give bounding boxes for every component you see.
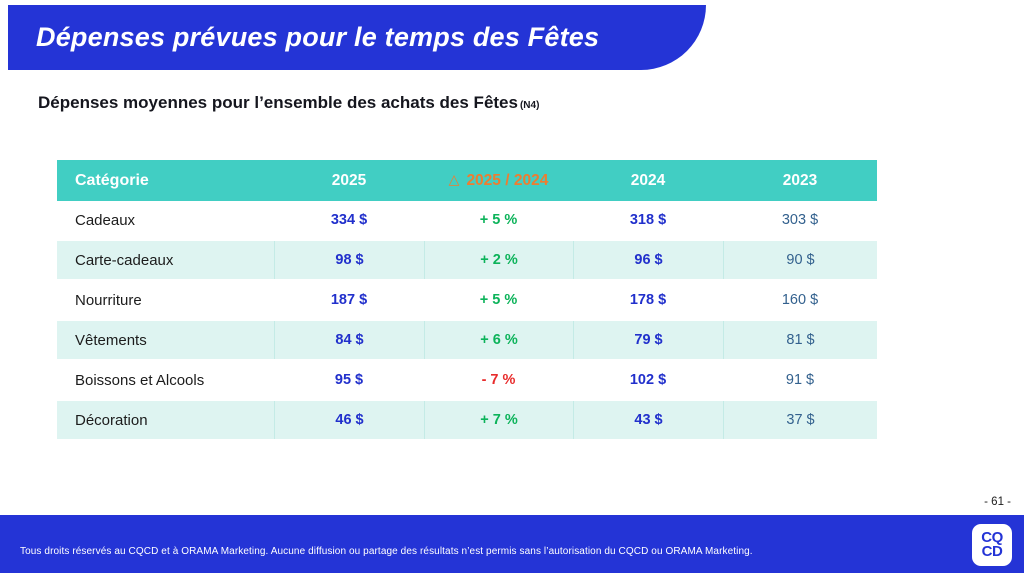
- category-cell: Cadeaux: [75, 211, 136, 229]
- header-cell-2025: 2025: [331, 171, 367, 189]
- value-2024-cell: 96 $: [573, 241, 723, 279]
- value-2024-cell: 318 $: [629, 212, 667, 228]
- delta-cell: + 5 %: [479, 212, 518, 228]
- delta-cell: + 5 %: [479, 292, 518, 308]
- table-row: Cadeaux 334 $ + 5 % 318 $ 303 $: [57, 201, 877, 241]
- value-2023-cell: 37 $: [723, 401, 877, 439]
- table-row: Vêtements 84 $ + 6 % 79 $81 $: [57, 321, 877, 361]
- value-2024-cell: 102 $: [629, 372, 667, 388]
- value-2025-cell: 98 $: [274, 241, 424, 279]
- category-cell: Nourriture: [75, 291, 142, 309]
- logo-line-1: CQ: [981, 529, 1003, 547]
- header-cell-delta: △ 2025 / 2024: [424, 160, 573, 201]
- slide-subtitle: Dépenses moyennes pour l’ensemble des ac…: [38, 93, 539, 113]
- table-body: Cadeaux 334 $ + 5 % 318 $ 303 $ Carte-cadeaux…: [57, 201, 877, 441]
- category-cell: Décoration: [75, 411, 148, 429]
- header-cell-2024: 2024: [630, 171, 666, 189]
- table-row: Décoration 46 $ + 7 % 43 $37 $: [57, 401, 877, 441]
- value-2024-cell: 79 $: [573, 321, 723, 359]
- value-2025-cell: 84 $: [274, 321, 424, 359]
- header-cell-2023: 2023: [782, 171, 818, 189]
- table-row: Nourriture 187 $ + 5 % 178 $ 160 $: [57, 281, 877, 321]
- table-row: Boissons et Alcools 95 $ - 7 % 102 $ 91 $: [57, 361, 877, 401]
- triangle-up-icon: △: [448, 171, 460, 187]
- category-cell: Boissons et Alcools: [75, 371, 205, 389]
- page-number: - 61 -: [984, 496, 1011, 508]
- slide-title: Dépenses prévues pour le temps des Fêtes: [36, 22, 600, 52]
- category-cell: Carte-cadeaux: [75, 251, 174, 269]
- value-2025-cell: 46 $: [274, 401, 424, 439]
- header-cell-category: Catégorie: [75, 171, 149, 189]
- copyright-text: Tous droits réservés au CQCD et à ORAMA …: [20, 546, 753, 557]
- value-2023-cell: 160 $: [781, 292, 819, 308]
- value-2025-cell: 187 $: [330, 292, 368, 308]
- value-2024-cell: 178 $: [629, 292, 667, 308]
- category-cell: Vêtements: [75, 331, 147, 349]
- delta-cell: - 7 %: [481, 372, 516, 388]
- cqcd-logo: CQ CD: [972, 524, 1012, 566]
- delta-cell: + 7 %: [424, 401, 573, 439]
- header-delta-label: 2025 / 2024: [466, 171, 549, 189]
- delta-cell: + 6 %: [424, 321, 573, 359]
- spending-table: Catégorie 2025 △ 2025 / 2024 2024 2023 C…: [57, 160, 877, 441]
- value-2023-cell: 91 $: [785, 372, 815, 388]
- value-2024-cell: 43 $: [573, 401, 723, 439]
- title-banner: Dépenses prévues pour le temps des Fêtes: [8, 5, 706, 70]
- table-row: Carte-cadeaux 98 $ + 2 % 96 $90 $: [57, 241, 877, 281]
- value-2023-cell: 90 $: [723, 241, 877, 279]
- value-2023-cell: 81 $: [723, 321, 877, 359]
- subtitle-text: Dépenses moyennes pour l’ensemble des ac…: [38, 93, 518, 112]
- value-2025-cell: 334 $: [330, 212, 368, 228]
- value-2025-cell: 95 $: [334, 372, 364, 388]
- logo-line-2: CD: [981, 543, 1003, 560]
- n4-note: (N4): [519, 100, 540, 111]
- value-2023-cell: 303 $: [781, 212, 819, 228]
- delta-cell: + 2 %: [424, 241, 573, 279]
- table-header-row: Catégorie 2025 △ 2025 / 2024 2024 2023: [57, 160, 877, 201]
- footer-bar: Tous droits réservés au CQCD et à ORAMA …: [0, 515, 1024, 573]
